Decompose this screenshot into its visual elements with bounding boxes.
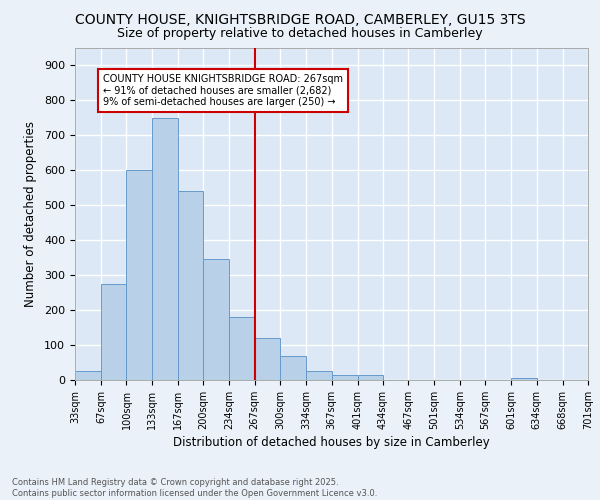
Bar <box>331 375 358 380</box>
Text: Size of property relative to detached houses in Camberley: Size of property relative to detached ho… <box>117 28 483 40</box>
Bar <box>152 118 178 380</box>
Bar <box>127 170 152 380</box>
Y-axis label: Number of detached properties: Number of detached properties <box>24 120 37 306</box>
Bar <box>511 378 536 380</box>
Text: COUNTY HOUSE, KNIGHTSBRIDGE ROAD, CAMBERLEY, GU15 3TS: COUNTY HOUSE, KNIGHTSBRIDGE ROAD, CAMBER… <box>74 12 526 26</box>
Bar <box>101 284 127 380</box>
Bar <box>280 356 306 380</box>
Bar <box>229 317 255 380</box>
Text: Contains HM Land Registry data © Crown copyright and database right 2025.
Contai: Contains HM Land Registry data © Crown c… <box>12 478 377 498</box>
Bar <box>255 338 280 380</box>
X-axis label: Distribution of detached houses by size in Camberley: Distribution of detached houses by size … <box>173 436 490 449</box>
Bar <box>75 371 101 380</box>
Text: COUNTY HOUSE KNIGHTSBRIDGE ROAD: 267sqm
← 91% of detached houses are smaller (2,: COUNTY HOUSE KNIGHTSBRIDGE ROAD: 267sqm … <box>103 74 343 107</box>
Bar <box>203 259 229 380</box>
Bar <box>178 191 203 380</box>
Bar <box>358 375 383 380</box>
Bar <box>306 371 331 380</box>
